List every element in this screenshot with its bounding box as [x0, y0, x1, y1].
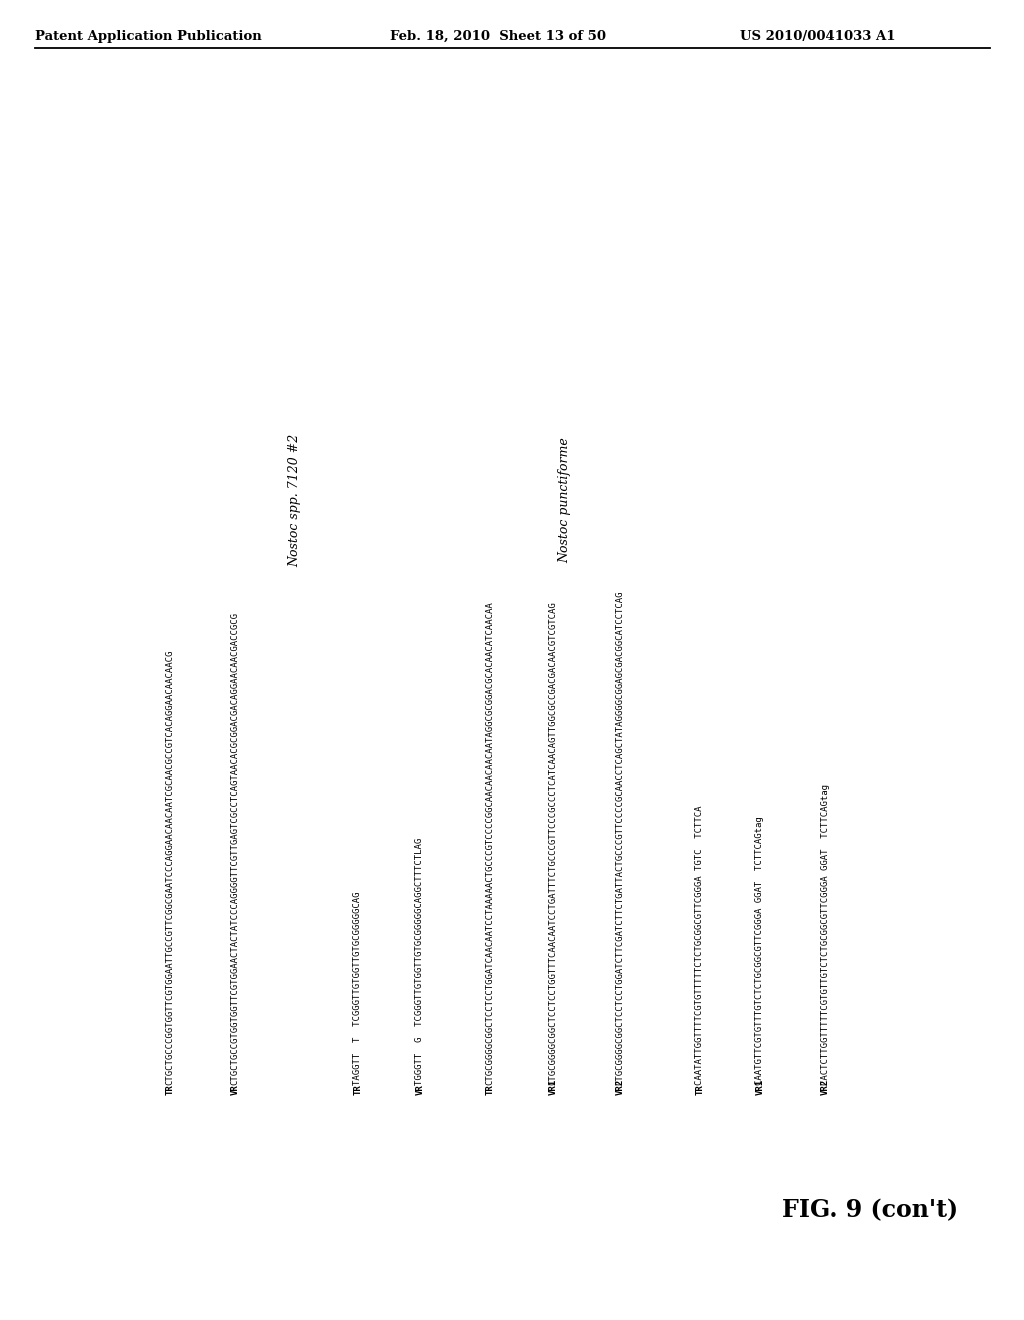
Text: Feb. 18, 2010  Sheet 13 of 50: Feb. 18, 2010 Sheet 13 of 50 — [390, 30, 606, 44]
Text: TAGGTT  T  TCGGGTTGTGGTTGTGCGGGGGCAG: TAGGTT T TCGGGTTGTGGTTGTGCGGGGGCAG — [353, 891, 362, 1085]
Text: VR: VR — [230, 1084, 240, 1096]
Text: CTGCTGCCGTGGTGGTTCGTGGAACTACTATCCCAGGGGTTCGTTGAGTCGCCTCAGTAACACGCGGACGACAGGAACAA: CTGCTGCCGTGGTGGTTCGTGGAACTACTATCCCAGGGGT… — [230, 612, 240, 1085]
Text: FIG. 9 (con't): FIG. 9 (con't) — [782, 1199, 958, 1222]
Text: VR1: VR1 — [549, 1078, 557, 1096]
Text: VR: VR — [416, 1084, 425, 1096]
Text: Nostoc spp. 7120 #2: Nostoc spp. 7120 #2 — [289, 433, 301, 566]
Text: Patent Application Publication: Patent Application Publication — [35, 30, 262, 44]
Text: CAATGTTCGTGTTTGTCTCTGCGGCGTTCGGGA GGAT  TCTTCAGtag: CAATGTTCGTGTTTGTCTCTGCGGCGTTCGGGA GGAT T… — [756, 816, 765, 1085]
Text: TR: TR — [695, 1084, 705, 1096]
Text: CTGCTGCCCGGTGGTTCGTGGAATTGCCGTTCGGCGAATCCCAGGAACAACAATCGCAACGCCGTCACAGGAACAACAAC: CTGCTGCCCGGTGGTTCGTGGAATTGCCGTTCGGCGAATC… — [166, 649, 174, 1085]
Text: CACTCTTGGTTTTTCGTGTTGTCTCTGCGGCGTTCGGGA GGAT  TCTTCAGtag: CACTCTTGGTTTTTCGTGTTGTCTCTGCGGCGTTCGGGA … — [820, 784, 829, 1085]
Text: VR2: VR2 — [820, 1078, 829, 1096]
Text: Nostoc punctiforme: Nostoc punctiforme — [558, 437, 571, 562]
Text: CTGCGGGGCGGCTCCTCCTGGATCAACAATCCTAAAAACTGCCCGTCCCCGGCAACAACAACAATAGGCGCGGACGCACA: CTGCGGGGCGGCTCCTCCTGGATCAACAATCCTAAAAACT… — [485, 601, 495, 1085]
Text: VR1: VR1 — [756, 1078, 765, 1096]
Text: TGGGTT  G  TCGGGTTGTGGTTGTGCGGGGGCAGGCTTTCTLAG: TGGGTT G TCGGGTTGTGGTTGTGCGGGGGCAGGCTTTC… — [416, 838, 425, 1085]
Text: US 2010/0041033 A1: US 2010/0041033 A1 — [740, 30, 896, 44]
Text: CAATATTGGTTTTCGTGTTTTTCTCTGCGGCGTTCGGGA TGTC  TCTTCA: CAATATTGGTTTTCGTGTTTTTCTCTGCGGCGTTCGGGA … — [695, 805, 705, 1085]
Text: TR: TR — [353, 1084, 362, 1096]
Text: CTGCGGGGCGGCTCCTCCTGGATCTTCGATCTTCTGATTACTGCCCGTTCCCCGCAACCTCAGCTATAGGGGCGGAGCGA: CTGCGGGGCGGCTCCTCCTGGATCTTCGATCTTCTGATTA… — [615, 590, 625, 1085]
Text: TR: TR — [166, 1084, 174, 1096]
Text: VR2: VR2 — [615, 1078, 625, 1096]
Text: CTGCGGGGCGGCTCCTCCTGGTTTCAACAATCCTGATTTCTGCCCGTTCCCGCCCTCATCAACAGTTGGCGCCGACGACA: CTGCGGGGCGGCTCCTCCTGGTTTCAACAATCCTGATTTC… — [549, 601, 557, 1085]
Text: TR: TR — [485, 1084, 495, 1096]
